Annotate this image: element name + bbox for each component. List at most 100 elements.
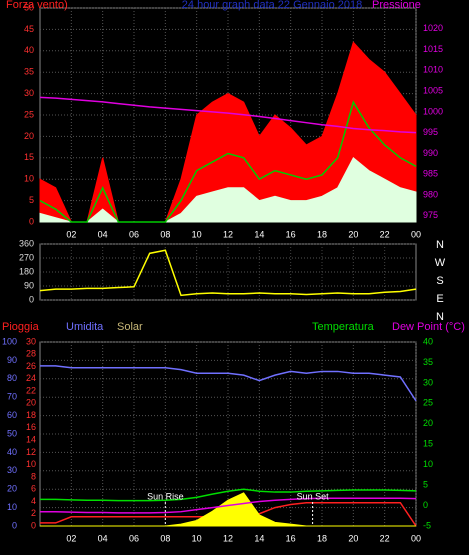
y-tick-label: 35 <box>24 67 34 77</box>
y-tick-label: 4 <box>31 496 36 506</box>
y-tick-label: 70 <box>7 392 17 402</box>
annotation: Sun Set <box>297 491 330 501</box>
area <box>40 492 416 527</box>
y-tick-label: 15 <box>423 439 433 449</box>
x-tick-label: 18 <box>317 229 327 239</box>
x-tick-label: 20 <box>348 229 358 239</box>
y-tick-label: 40 <box>24 45 34 55</box>
x-tick-label: 00 <box>411 229 421 239</box>
y-tick-label: 20 <box>26 398 36 408</box>
y-tick-label: 1000 <box>423 106 443 116</box>
x-tick-label: 14 <box>254 533 264 543</box>
line <box>40 497 417 514</box>
y-tick-label: 2 <box>31 508 36 518</box>
area <box>39 157 417 223</box>
legend-label: Dew Point (°C) <box>392 321 465 333</box>
y-tick-label: 40 <box>7 447 17 457</box>
y-tick-label: 360 <box>19 238 34 248</box>
x-tick-label: 02 <box>66 533 76 543</box>
y-tick-label: 80 <box>7 373 17 383</box>
direction-label: E <box>436 293 443 305</box>
y-tick-label: 26 <box>26 361 36 371</box>
y-tick-label: 25 <box>423 398 433 408</box>
x-tick-label: 22 <box>380 229 390 239</box>
y-tick-label: 6 <box>31 484 36 494</box>
legend-label: Temperatura <box>312 321 375 333</box>
y-tick-label: 0 <box>423 500 428 510</box>
x-tick-label: 16 <box>286 229 296 239</box>
y-tick-label: 5 <box>423 479 428 489</box>
y-tick-label: 22 <box>26 385 36 395</box>
x-tick-label: 18 <box>317 533 327 543</box>
y-tick-label: 980 <box>423 189 438 199</box>
y-tick-label: 20 <box>423 418 433 428</box>
y-tick-label: 20 <box>7 484 17 494</box>
y-tick-label: 16 <box>26 422 36 432</box>
y2-axis-label: Pressione <box>372 0 421 11</box>
y-tick-label: 45 <box>24 24 34 34</box>
y-tick-label: 5 <box>29 195 34 205</box>
y-tick-label: 24 <box>26 373 36 383</box>
x-tick-label: 16 <box>286 533 296 543</box>
legend-label: Solar <box>117 321 143 333</box>
y-tick-label: 0 <box>29 216 34 226</box>
y-tick-label: 985 <box>423 169 438 179</box>
line <box>40 365 417 402</box>
y-tick-label: 995 <box>423 127 438 137</box>
direction-label: N <box>436 239 444 251</box>
annotation: Sun Rise <box>147 491 184 501</box>
y-tick-label: 180 <box>19 266 34 276</box>
x-tick-label: 04 <box>98 229 108 239</box>
x-tick-label: 12 <box>223 533 233 543</box>
x-tick-label: 08 <box>160 229 170 239</box>
y-tick-label: 975 <box>423 210 438 220</box>
y-tick-label: 1015 <box>423 44 443 54</box>
y-tick-label: 100 <box>2 336 17 346</box>
chart-title: 24 hour graph data 22 Gennaio 2018 <box>182 0 362 11</box>
x-tick-label: 08 <box>160 533 170 543</box>
x-tick-label: 04 <box>98 533 108 543</box>
x-tick-label: 20 <box>348 533 358 543</box>
y-tick-label: 0 <box>31 520 36 530</box>
y-tick-label: 1010 <box>423 65 443 75</box>
legend-label: Pioggia <box>2 321 40 333</box>
x-tick-label: 10 <box>192 229 202 239</box>
x-tick-label: 14 <box>254 229 264 239</box>
y-tick-label: 270 <box>19 252 34 262</box>
line <box>39 96 417 134</box>
y-tick-label: 30 <box>423 377 433 387</box>
x-tick-label: 12 <box>223 229 233 239</box>
y-tick-label: 10 <box>7 502 17 512</box>
y-tick-label: 50 <box>7 428 17 438</box>
y-tick-label: 0 <box>12 520 17 530</box>
line <box>39 100 417 223</box>
y-tick-label: 90 <box>7 355 17 365</box>
line <box>40 488 417 502</box>
y-tick-label: 20 <box>24 131 34 141</box>
y-tick-label: 40 <box>423 336 433 346</box>
y-tick-label: 10 <box>24 174 34 184</box>
y-tick-label: 90 <box>24 280 34 290</box>
y-tick-label: 35 <box>423 357 433 367</box>
y-tick-label: 30 <box>26 336 36 346</box>
legend-label: Umidita <box>66 321 104 333</box>
x-tick-label: 10 <box>192 533 202 543</box>
y-tick-label: 30 <box>7 465 17 475</box>
y-tick-label: 18 <box>26 410 36 420</box>
y-tick-label: 28 <box>26 349 36 359</box>
y-tick-label: 50 <box>24 2 34 12</box>
y-tick-label: 990 <box>423 148 438 158</box>
x-tick-label: 06 <box>129 533 139 543</box>
y-tick-label: 10 <box>26 459 36 469</box>
direction-label: N <box>436 311 444 323</box>
y-tick-label: -5 <box>423 520 431 530</box>
y-tick-label: 14 <box>26 435 36 445</box>
y-tick-label: 10 <box>423 459 433 469</box>
y-tick-label: 8 <box>31 471 36 481</box>
y-tick-label: 30 <box>24 88 34 98</box>
y-tick-label: 0 <box>29 294 34 304</box>
line <box>39 249 417 297</box>
y-tick-label: 12 <box>26 447 36 457</box>
